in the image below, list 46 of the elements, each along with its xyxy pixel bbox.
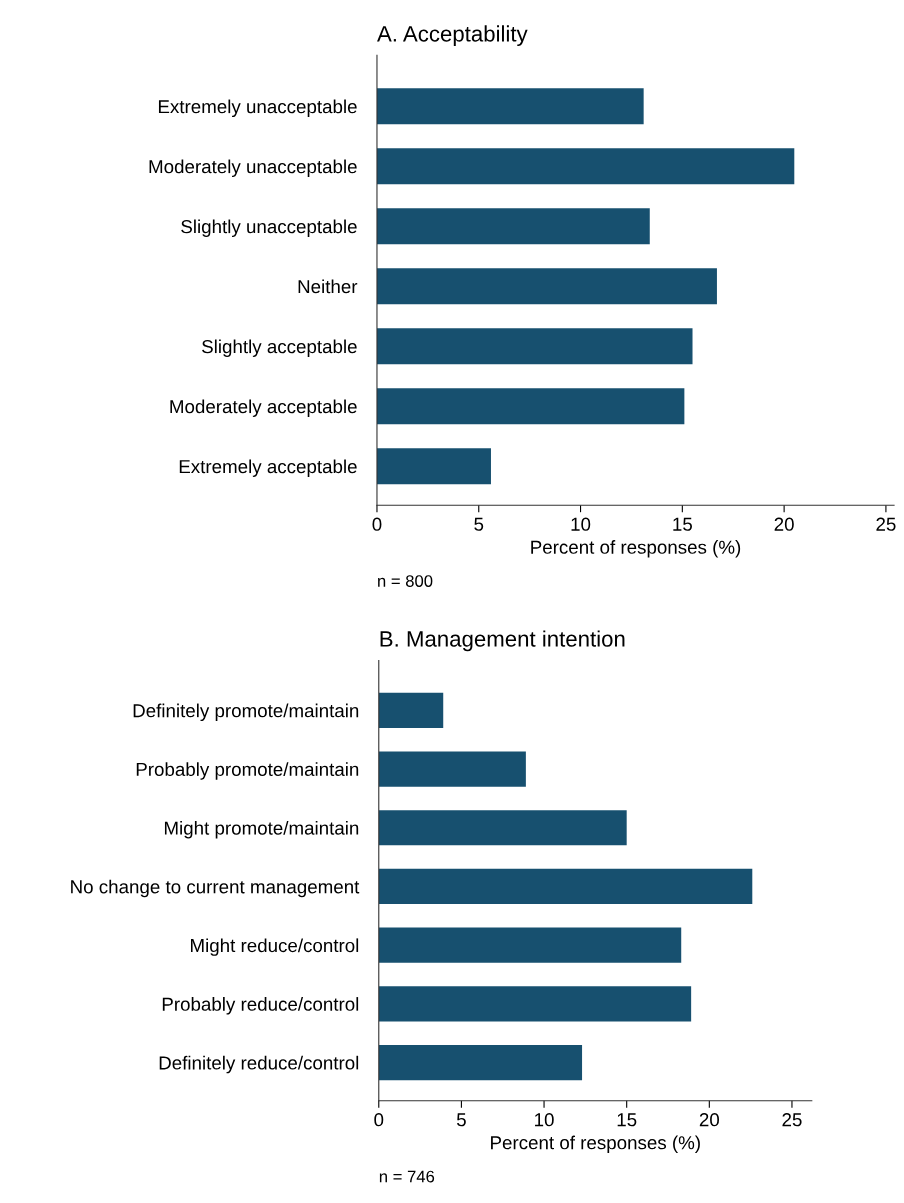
y-tick-label: Slightly unacceptable <box>181 219 357 237</box>
x-tick-label: 10 <box>535 1113 554 1127</box>
x-tick-label: 25 <box>876 517 896 531</box>
text: n = 800 <box>378 575 433 587</box>
y-tick-label: Might reduce/control <box>191 938 359 956</box>
bar <box>376 268 717 305</box>
bar <box>376 148 795 185</box>
bar <box>378 868 753 905</box>
bar <box>378 751 526 787</box>
x-tick-label: 25 <box>782 1113 802 1127</box>
chart-title: A. Acceptability <box>377 25 528 47</box>
y-tick-label: Extremely unacceptable <box>158 99 357 118</box>
bar <box>376 208 650 245</box>
bar <box>378 692 444 728</box>
x-tick-label: 15 <box>673 517 692 531</box>
y-tick-label: Neither <box>298 279 358 294</box>
x-tick-label: 15 <box>617 1113 637 1127</box>
x-tick-label: 5 <box>456 1113 466 1127</box>
text: n = 746 <box>379 1170 435 1183</box>
bar <box>378 986 692 1022</box>
x-tick-label: 5 <box>474 517 484 531</box>
y-tick-label: Probably promote/maintain <box>136 762 359 780</box>
bar <box>376 328 693 365</box>
x-tick-label: 0 <box>372 517 382 531</box>
x-tick-label: 20 <box>774 517 794 531</box>
y-tick-label: No change to current management <box>71 879 360 898</box>
chart-title: B. Management intention <box>380 630 625 652</box>
bar <box>376 448 491 485</box>
y-tick-label: Moderately unacceptable <box>149 159 357 177</box>
y-tick-label: Extremely acceptable <box>179 459 357 477</box>
bar <box>378 927 682 963</box>
y-tick-label: Slightly acceptable <box>202 339 357 357</box>
x-tick-label: 10 <box>571 517 591 531</box>
x-tick-label: 0 <box>374 1113 384 1127</box>
bar <box>378 810 627 846</box>
y-tick-label: Might promote/maintain <box>164 820 359 839</box>
y-tick-label: Definitely promote/maintain <box>133 703 359 722</box>
y-tick-label: Definitely reduce/control <box>159 1055 359 1074</box>
bar <box>376 388 685 425</box>
x-axis-title: Percent of responses (%) <box>531 540 741 558</box>
y-tick-label: Probably reduce/control <box>162 997 359 1015</box>
x-tick-label: 20 <box>699 1113 720 1127</box>
y-tick-label: Moderately acceptable <box>170 399 357 417</box>
bar <box>378 1044 583 1081</box>
bar <box>376 88 644 125</box>
x-axis-title: Percent of responses (%) <box>491 1135 700 1154</box>
